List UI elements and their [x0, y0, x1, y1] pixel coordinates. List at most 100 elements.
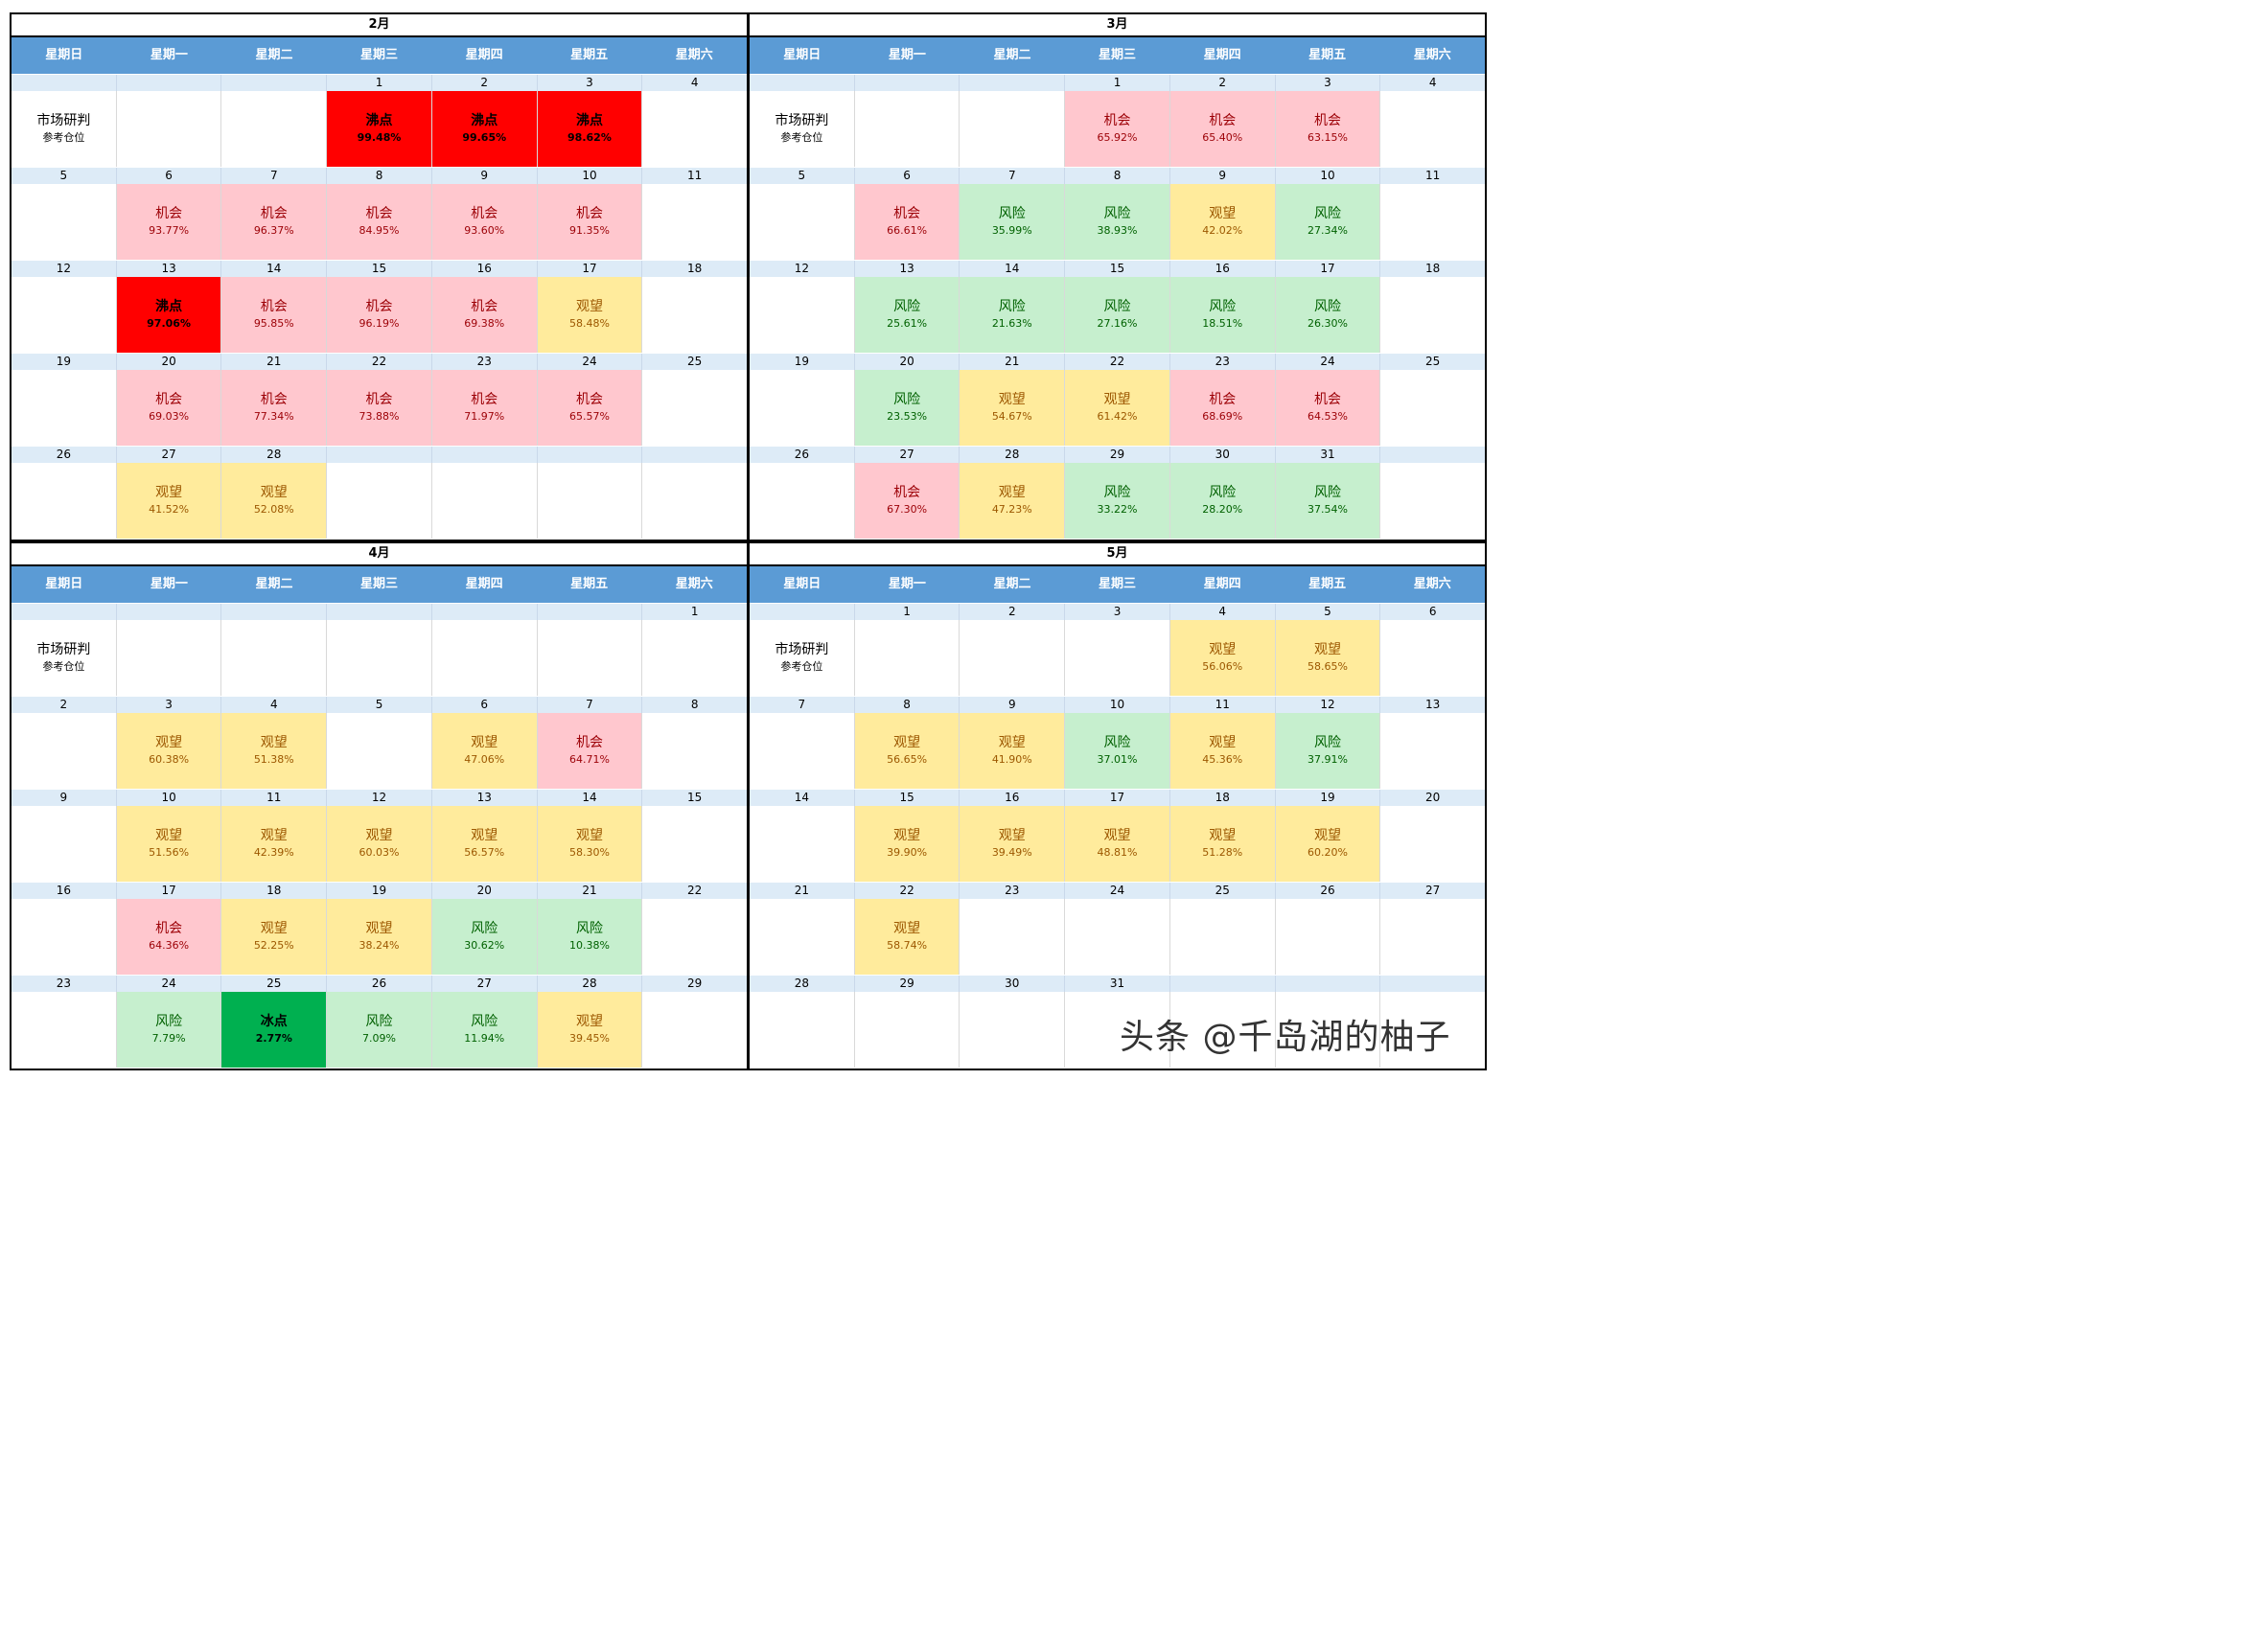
empty-cell	[12, 806, 117, 882]
signal-cell: 机会 65.92%	[1065, 91, 1170, 167]
signal-cell: 机会 96.37%	[221, 184, 328, 260]
empty-cell	[642, 992, 747, 1068]
position-percent: 37.01%	[1097, 753, 1138, 766]
empty-cell	[960, 620, 1066, 696]
date-number: 17	[1276, 261, 1381, 277]
signal-label: 风险	[1313, 206, 1341, 221]
position-percent: 73.88%	[359, 410, 400, 423]
position-percent: 26.30%	[1307, 317, 1348, 330]
weekday-header-sun: 星期日	[45, 577, 83, 591]
date-number: 24	[1065, 883, 1170, 899]
date-number: 29	[855, 976, 960, 992]
date-number	[1380, 447, 1485, 463]
date-number-row: 5 6 7 8 9 10 11	[750, 167, 1485, 184]
date-number-row: 21 22 23 24 25 26 27	[750, 882, 1485, 899]
date-number	[117, 604, 222, 620]
empty-cell	[12, 277, 117, 353]
date-number: 26	[12, 447, 117, 463]
signal-label: 机会	[1103, 113, 1131, 128]
date-number: 27	[117, 447, 222, 463]
month-title: 4月	[12, 543, 747, 566]
date-number: 6	[1428, 605, 1437, 618]
week-row: 19 20 21 22 23 24 25 风险 23.53% 观望 54.67% 观望 61.42% 机会…	[750, 353, 1485, 446]
position-percent: 95.85%	[253, 317, 294, 330]
date-number: 12	[1276, 697, 1381, 713]
position-percent: 35.99%	[991, 224, 1032, 237]
signal-row: 机会 67.30% 观望 47.23% 风险 33.22% 风险 28.20% 风险 37.54%	[750, 463, 1485, 539]
date-number: 11	[221, 790, 328, 806]
date-number: 31	[1276, 447, 1381, 463]
date-number: 2	[960, 604, 1066, 620]
signal-row: 机会 93.77% 机会 96.37% 机会 84.95% 机会 93.60% 机会 91.35%	[12, 184, 747, 260]
week-row: 2 3 4 5 6 7 8 观望 60.38% 观望 51.38% 观望 47.06% 机会 64.71%	[12, 696, 747, 789]
signal-cell: 机会 64.36%	[116, 899, 222, 975]
signal-row: 市场研判 参考仓位	[12, 620, 747, 696]
position-percent: 42.02%	[1202, 224, 1243, 237]
week-row: 1 2 3 4 市场研判 参考仓位 沸点 99.48% 沸点 99.65% 沸点 98.62%	[12, 74, 747, 167]
date-number: 10	[117, 790, 222, 806]
date-number: 5	[12, 168, 117, 184]
empty-cell	[1380, 713, 1485, 789]
signal-cell: 风险 37.54%	[1275, 463, 1381, 539]
date-number	[432, 604, 538, 620]
signal-cell: 冰点 2.77%	[221, 992, 328, 1068]
signal-label: 观望	[365, 921, 393, 936]
signal-cell: 机会 71.97%	[431, 370, 538, 446]
position-percent: 65.40%	[1202, 131, 1243, 144]
date-number: 19	[750, 354, 855, 370]
signal-label: 沸点	[575, 113, 603, 128]
position-percent: 56.65%	[887, 753, 928, 766]
signal-cell: 观望 61.42%	[1065, 370, 1170, 446]
date-number: 5	[1276, 604, 1381, 620]
position-percent: 45.36%	[1202, 753, 1243, 766]
week-row: 19 20 21 22 23 24 25 机会 69.03% 机会 77.34% 机会 73.88% 机会…	[12, 353, 747, 446]
empty-cell	[750, 806, 855, 882]
signal-row: 观望 51.56% 观望 42.39% 观望 60.03% 观望 56.57% 观望 58.30%	[12, 806, 747, 882]
position-percent: 60.38%	[149, 753, 190, 766]
date-number: 6	[432, 697, 538, 713]
date-number: 3	[117, 697, 222, 713]
signal-label: 机会	[1313, 392, 1341, 407]
weekday-header-wed: 星期三	[360, 577, 399, 591]
date-number-row: 28 29 30 31	[750, 975, 1485, 992]
signal-label: 观望	[365, 828, 393, 843]
signal-label: 机会	[365, 299, 393, 314]
signal-cell: 风险 21.63%	[960, 277, 1066, 353]
empty-cell	[1276, 899, 1381, 975]
date-number: 20	[855, 354, 960, 370]
position-percent: 77.34%	[253, 410, 294, 423]
date-number: 22	[687, 884, 703, 897]
empty-cell	[642, 713, 747, 789]
week-row: 28 29 30 31	[750, 975, 1485, 1068]
date-number: 28	[960, 447, 1066, 463]
date-number: 30	[960, 976, 1066, 992]
week-row: 1 2 3 4 市场研判 参考仓位 机会 65.92% 机会 65.40% 机会 63.15%	[750, 74, 1485, 167]
signal-label: 风险	[575, 921, 603, 936]
signal-label: 机会	[260, 299, 288, 314]
empty-cell	[960, 899, 1066, 975]
weekday-header-thu: 星期四	[465, 577, 503, 591]
signal-cell: 机会 69.03%	[116, 370, 222, 446]
position-percent: 27.34%	[1307, 224, 1348, 237]
position-percent: 10.38%	[568, 939, 610, 952]
date-number	[1380, 976, 1485, 992]
date-number	[432, 447, 538, 463]
date-number	[642, 447, 747, 463]
position-percent: 47.06%	[464, 753, 505, 766]
date-number: 8	[855, 697, 960, 713]
signal-cell: 沸点 98.62%	[537, 91, 643, 167]
date-number-row: 14 15 16 17 18 19 20	[750, 789, 1485, 806]
date-number: 22	[855, 883, 960, 899]
date-number: 27	[855, 447, 960, 463]
signal-cell: 风险 25.61%	[854, 277, 960, 353]
date-number: 4	[690, 76, 699, 89]
date-number: 16	[960, 790, 1066, 806]
signal-label: 机会	[365, 206, 393, 221]
date-number: 17	[538, 261, 643, 277]
date-number-row: 26 27 28 29 30 31	[750, 446, 1485, 463]
signal-label: 沸点	[365, 113, 393, 128]
position-percent: 52.25%	[253, 939, 294, 952]
signal-cell: 机会 77.34%	[221, 370, 328, 446]
signal-row	[750, 992, 1485, 1068]
date-number: 9	[1170, 168, 1276, 184]
